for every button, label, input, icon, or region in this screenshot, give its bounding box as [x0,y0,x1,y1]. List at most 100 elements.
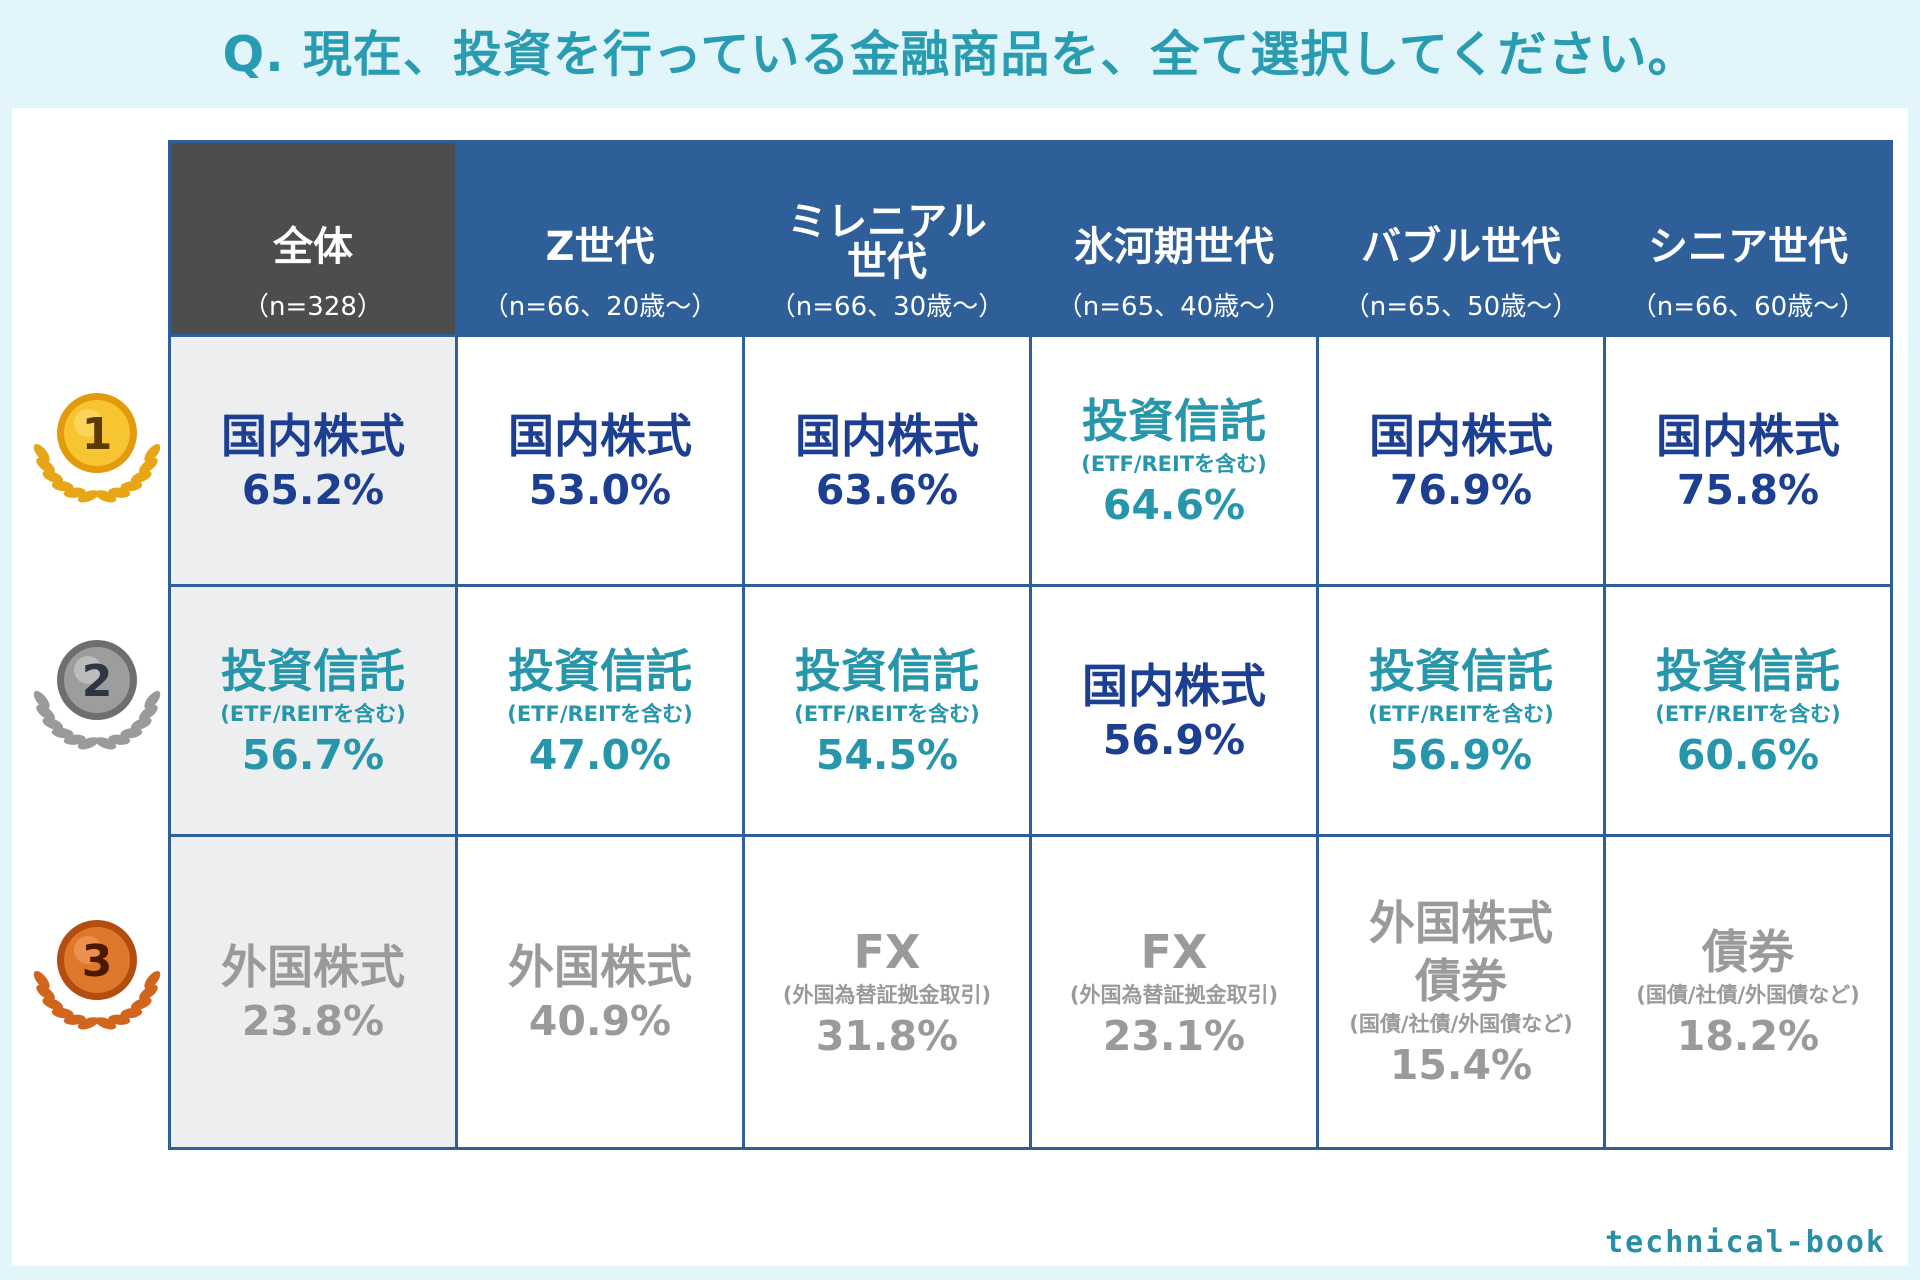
percent-value: 53.0% [528,465,672,514]
laurel-leaf-icon [77,1017,99,1030]
column-header-name: バブル世代 [1361,224,1561,270]
rank-3-cell: FX (外国為替証拠金取引) 23.1% [1032,837,1316,1147]
percent-value: 65.2% [241,465,385,514]
laurel-leaf-icon [139,984,158,1001]
laurel-leaf-icon [77,490,99,503]
laurel-leaf-icon [120,1007,143,1019]
column-header: 全体 （n=328） [171,143,455,334]
rank-3-cell: 債券 (国債/社債/外国債など) 18.2% [1606,837,1890,1147]
laurel-leaf-icon [42,717,64,731]
percent-value: 40.9% [528,997,672,1045]
medal-highlight [74,409,102,437]
column-header: バブル世代 （n=65、50歳～） [1319,143,1603,334]
product-name: 投資信託 [221,643,405,698]
product-note: (国債/社債/外国債など) [1349,1012,1573,1036]
silver-medal-icon: 2 [26,630,168,760]
laurel-leaf-icon [120,480,143,492]
rank-2-cell: 投資信託 (ETF/REITを含む) 54.5% [745,587,1029,834]
percent-value: 75.8% [1676,465,1820,514]
rank-3-cell: 外国株式 23.8% [171,837,455,1147]
column-header-sample: （n=66、30歳～） [769,292,1005,322]
laurel-leaf-icon [120,727,143,739]
column-header-name: ミレニアル 世代 [787,202,987,282]
rank-2-cell: 投資信託 (ETF/REITを含む) 56.9% [1319,587,1603,834]
rank-3-cell: 外国株式 債券 (国債/社債/外国債など) 15.4% [1319,837,1603,1147]
column-header-name: 氷河期世代 [1074,224,1274,270]
product-name: 外国株式 [1369,896,1553,950]
product-name: 国内株式 [1656,408,1840,463]
rank-1-cell: 国内株式 75.8% [1606,337,1890,584]
laurel-leaf-icon [42,470,64,484]
medal-rank-number: 2 [82,656,113,707]
product-name: 投資信託 [795,643,979,698]
rank-2-cell: 国内株式 56.9% [1032,587,1316,834]
column-header-name: Z世代 [545,224,655,270]
column-header-name: シニア世代 [1648,224,1848,270]
laurel-leaf-icon [77,737,99,750]
product-note: (ETF/REITを含む) [1081,451,1267,476]
laurel-leaf-icon [33,444,50,463]
product-note: (国債/社債/外国債など) [1636,983,1860,1007]
column-header: ミレニアル 世代 （n=66、30歳～） [745,143,1029,334]
rank-2-cell: 投資信託 (ETF/REITを含む) 56.7% [171,587,455,834]
laurel-leaf-icon [36,457,55,474]
laurel-leaf-icon [139,704,158,721]
column-header-name-line: ミレニアル [787,199,987,245]
product-name: 投資信託 [1369,643,1553,698]
laurel-leaf-icon [36,984,55,1001]
percent-value: 60.6% [1676,730,1820,779]
product-name: 外国株式 [221,940,405,994]
product-name: 国内株式 [221,408,405,463]
product-name: 投資信託 [1656,643,1840,698]
percent-value: 56.7% [241,730,385,779]
rank-3-cell: FX (外国為替証拠金取引) 31.8% [745,837,1029,1147]
product-note: (外国為替証拠金取引) [1069,983,1279,1007]
column-header-name-line: 世代 [846,239,927,285]
laurel-leaf-icon [95,737,117,750]
bronze-medal-icon: 3 [26,910,168,1040]
column-header-sample: （n=65、40歳～） [1056,292,1292,322]
laurel-leaf-icon [51,1007,74,1019]
rank-1-cell: 国内株式 53.0% [458,337,742,584]
question-title: Q. 現在、投資を行っている金融商品を、全て選択してください。 [222,26,1698,83]
product-name: 国内株式 [1082,658,1266,713]
percent-value: 64.6% [1102,480,1246,529]
product-note: (外国為替証拠金取引) [782,983,992,1007]
column-header-sample: （n=66、20歳～） [482,292,718,322]
medal-highlight [74,936,102,964]
laurel-leaf-icon [95,490,117,503]
gold-medal-icon: 1 [26,383,168,513]
laurel-leaf-icon [51,727,74,739]
laurel-leaf-icon [130,717,152,731]
laurel-leaf-icon [33,691,50,710]
rank-1-cell: 国内株式 65.2% [171,337,455,584]
medal-highlight [74,656,102,684]
column-header-sample: （n=328） [243,292,383,322]
percent-value: 31.8% [815,1012,959,1060]
product-name: FX [1140,925,1208,979]
percent-value: 63.6% [815,465,959,514]
laurel-leaf-icon [144,971,161,990]
laurel-leaf-icon [42,997,64,1011]
laurel-leaf-icon [95,1017,117,1030]
laurel-leaf-icon [144,444,161,463]
laurel-leaf-icon [130,470,152,484]
product-name: 国内株式 [795,408,979,463]
product-note: (ETF/REITを含む) [220,701,406,726]
percent-value: 76.9% [1389,465,1533,514]
laurel-leaf-icon [144,691,161,710]
percent-value: 56.9% [1102,715,1246,764]
product-name: 外国株式 [508,940,692,994]
product-name: 国内株式 [508,408,692,463]
rank-1-cell: 国内株式 63.6% [745,337,1029,584]
product-name: 債券 [1702,925,1794,979]
product-name: 投資信託 [1082,393,1266,448]
product-name: 債券 [1415,954,1507,1008]
percent-value: 47.0% [528,730,672,779]
rank-2-cell: 投資信託 (ETF/REITを含む) 60.6% [1606,587,1890,834]
percent-value: 15.4% [1389,1041,1533,1089]
rank-3-cell: 外国株式 40.9% [458,837,742,1147]
column-header-sample: （n=65、50歳～） [1343,292,1579,322]
product-name: FX [853,925,921,979]
